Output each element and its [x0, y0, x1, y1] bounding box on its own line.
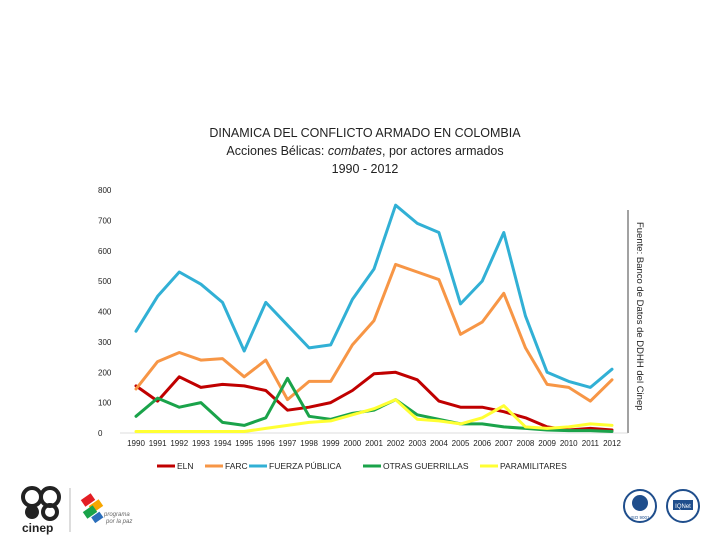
- x-tick-label: 2005: [452, 439, 470, 448]
- x-tick-label: 2002: [387, 439, 405, 448]
- cinep-logo: cinep: [21, 486, 61, 535]
- x-tick-label: 2001: [365, 439, 383, 448]
- legend-label-fuerza-publica: FUERZA PÚBLICA: [269, 461, 342, 471]
- y-tick-label: 400: [98, 308, 112, 317]
- legend-label-otras-guerrillas: OTRAS GUERRILLAS: [383, 461, 469, 471]
- y-axis: 0 100 200 300 400 500 600 700 800: [98, 186, 112, 438]
- x-tick-label: 1990: [127, 439, 145, 448]
- y-tick-label: 700: [98, 216, 112, 225]
- x-tick-label: 1999: [322, 439, 340, 448]
- x-tick-label: 2011: [582, 439, 600, 448]
- x-tick-label: 1997: [279, 439, 297, 448]
- x-tick-label: 2007: [495, 439, 513, 448]
- x-tick-label: 1991: [149, 439, 167, 448]
- series-line-fuerza-publica: [134, 203, 614, 389]
- programa-label-1: programa: [103, 512, 130, 518]
- badge2-label: IQNet: [675, 504, 691, 510]
- iqnet-certification-badge: IQNet: [666, 489, 700, 523]
- series-line-farc: [134, 262, 614, 403]
- programa-label-2: por la paz: [105, 519, 132, 525]
- x-axis: 1990 1991 1992 1993 1994 1995 1996 1997 1998 1999…: [127, 439, 621, 448]
- y-tick-label: 100: [98, 399, 112, 408]
- legend-label-farc: FARC: [225, 461, 248, 471]
- y-tick-label: 0: [98, 429, 103, 438]
- chart-title-line-1: DINAMICA DEL CONFLICTO ARMADO EN COLOMBI…: [209, 126, 521, 140]
- x-tick-label: 2012: [603, 439, 621, 448]
- x-tick-label: 2004: [430, 439, 448, 448]
- x-tick-label: 2010: [560, 439, 578, 448]
- series-line-paramilitares: [134, 398, 614, 433]
- x-tick-label: 1996: [257, 439, 275, 448]
- y-tick-label: 200: [98, 368, 112, 377]
- title-suffix: , por actores armados: [382, 144, 504, 158]
- cinep-logo-label: cinep: [22, 521, 53, 535]
- x-tick-label: 1993: [192, 439, 210, 448]
- y-tick-label: 500: [98, 277, 112, 286]
- chart-title: DINAMICA DEL CONFLICTO ARMADO EN COLOMBI…: [110, 124, 620, 178]
- x-tick-label: 1998: [300, 439, 318, 448]
- title-emphasis: combates: [327, 144, 383, 158]
- x-tick-label: 2003: [408, 439, 426, 448]
- legend-label-paramilitares: PARAMILITARES: [500, 461, 567, 471]
- y-tick-label: 600: [98, 247, 112, 256]
- x-tick-label: 1992: [170, 439, 188, 448]
- x-tick-label: 1994: [214, 439, 232, 448]
- x-tick-label: 2000: [343, 439, 361, 448]
- legend-label-eln: ELN: [177, 461, 194, 471]
- source-note: Fuente: Banco de Datos de DDHH del Cinep: [634, 222, 645, 411]
- legend: ELN FARC FUERZA PÚBLICA OTRAS GUERRILLAS PAR…: [157, 461, 567, 471]
- chart-title-line-2: Acciones Bélicas: combates, por actores …: [110, 142, 620, 160]
- series-line-eln: [134, 370, 614, 432]
- x-tick-label: 2008: [517, 439, 535, 448]
- x-tick-label: 2009: [538, 439, 556, 448]
- x-tick-label: 1995: [235, 439, 253, 448]
- programa-paz-logo: programa por la paz: [80, 493, 132, 525]
- iso-certification-badge: ISO 9001: [623, 489, 657, 523]
- x-tick-label: 2006: [473, 439, 491, 448]
- series-lines: [134, 203, 614, 433]
- y-tick-label: 800: [98, 186, 112, 195]
- y-tick-label: 300: [98, 338, 112, 347]
- badge1-label: ISO 9001: [630, 515, 650, 520]
- title-prefix: Acciones Bélicas:: [226, 144, 328, 158]
- chart-title-line-3: 1990 - 2012: [331, 162, 399, 176]
